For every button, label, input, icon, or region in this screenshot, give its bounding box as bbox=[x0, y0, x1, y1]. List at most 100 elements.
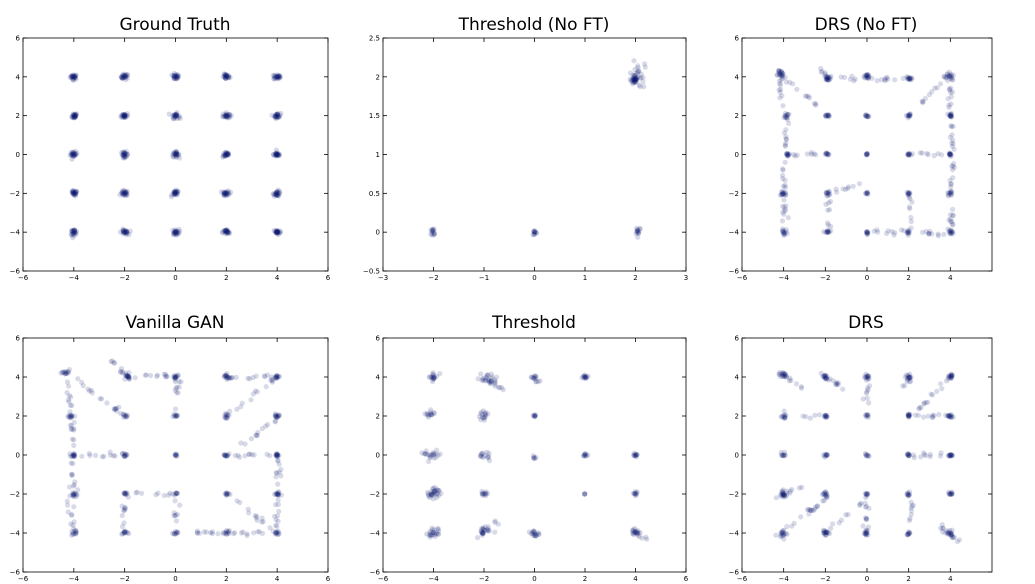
scatter-point bbox=[119, 74, 125, 80]
scatter-point bbox=[822, 71, 829, 77]
scatter-point bbox=[830, 521, 836, 527]
scatter-point bbox=[72, 452, 78, 458]
scatter-point bbox=[909, 75, 915, 81]
scatter-point bbox=[634, 489, 640, 495]
scatter-point bbox=[782, 371, 788, 377]
scatter-point bbox=[802, 93, 809, 99]
scatter-point bbox=[906, 190, 912, 197]
scatter-point bbox=[223, 72, 229, 78]
x-tick-label: 6 bbox=[326, 575, 331, 583]
scatter-point bbox=[828, 223, 834, 229]
scatter-point bbox=[174, 113, 180, 119]
scatter-point bbox=[71, 114, 78, 120]
scatter-point bbox=[948, 181, 954, 187]
scatter-point bbox=[226, 229, 232, 235]
scatter-point bbox=[779, 494, 786, 500]
scatter-point bbox=[906, 452, 913, 458]
scatter-point bbox=[780, 372, 786, 378]
scatter-point bbox=[794, 86, 800, 92]
scatter-point bbox=[69, 453, 75, 459]
scatter-point bbox=[827, 207, 833, 213]
scatter-point bbox=[862, 531, 869, 537]
scatter-point bbox=[865, 385, 871, 391]
scatter-point bbox=[225, 230, 231, 236]
scatter-point bbox=[74, 189, 80, 195]
scatter-point bbox=[782, 230, 788, 236]
scatter-point bbox=[274, 229, 280, 235]
scatter-point bbox=[948, 216, 954, 222]
scatter-point bbox=[483, 413, 489, 419]
scatter-point bbox=[429, 231, 435, 237]
scatter-point bbox=[784, 151, 790, 157]
scatter-point bbox=[825, 74, 831, 81]
panel-title: Threshold (No FT) bbox=[458, 15, 610, 35]
scatter-point bbox=[259, 515, 265, 521]
scatter-point bbox=[69, 74, 75, 80]
scatter-point bbox=[225, 74, 232, 80]
scatter-point bbox=[276, 191, 282, 197]
scatter-point bbox=[220, 152, 227, 158]
scatter-point bbox=[120, 192, 126, 198]
scatter-point bbox=[275, 491, 281, 497]
scatter-point bbox=[429, 491, 435, 497]
scatter-point bbox=[73, 490, 79, 497]
scatter-point bbox=[124, 490, 130, 496]
scatter-point bbox=[172, 512, 178, 518]
scatter-point bbox=[222, 228, 228, 234]
scatter-point bbox=[117, 229, 124, 235]
scatter-point bbox=[947, 228, 953, 234]
scatter-point bbox=[274, 453, 280, 459]
scatter-point bbox=[836, 520, 842, 526]
scatter-point bbox=[173, 75, 179, 81]
scatter-point bbox=[121, 490, 127, 497]
scatter-point bbox=[429, 378, 436, 385]
scatter-point bbox=[816, 412, 823, 418]
scatter-point bbox=[778, 491, 784, 497]
scatter-point bbox=[170, 491, 176, 497]
scatter-point bbox=[863, 516, 869, 523]
scatter-point bbox=[422, 411, 428, 417]
scatter-point bbox=[161, 492, 167, 499]
scatter-point bbox=[778, 449, 784, 456]
scatter-point bbox=[172, 498, 178, 504]
scatter-point bbox=[69, 114, 75, 120]
scatter-point bbox=[70, 72, 76, 79]
scatter-point bbox=[785, 152, 791, 158]
scatter-point bbox=[864, 529, 871, 535]
scatter-point bbox=[275, 481, 281, 487]
scatter-point bbox=[120, 111, 126, 117]
scatter-point bbox=[223, 112, 229, 118]
scatter-point bbox=[232, 530, 238, 536]
scatter-point bbox=[221, 452, 227, 458]
scatter-point bbox=[276, 74, 282, 80]
scatter-point bbox=[123, 228, 129, 234]
scatter-point bbox=[630, 76, 636, 83]
scatter-point bbox=[171, 510, 177, 516]
scatter-point bbox=[273, 530, 279, 536]
scatter-point bbox=[485, 528, 492, 534]
scatter-point bbox=[945, 111, 951, 117]
scatter-point bbox=[818, 65, 824, 72]
scatter-point bbox=[427, 454, 433, 460]
scatter-point bbox=[275, 501, 281, 508]
scatter-point bbox=[69, 228, 75, 234]
scatter-point bbox=[947, 231, 954, 237]
scatter-point bbox=[225, 412, 231, 418]
scatter-point bbox=[125, 151, 131, 157]
scatter-point bbox=[432, 484, 438, 490]
scatter-point bbox=[948, 412, 955, 418]
scatter-point bbox=[779, 529, 786, 535]
scatter-point bbox=[273, 517, 279, 523]
scatter-point bbox=[275, 114, 281, 120]
scatter-point bbox=[124, 190, 130, 196]
scatter-point bbox=[956, 537, 963, 543]
scatter-point bbox=[175, 373, 181, 379]
scatter-point bbox=[826, 151, 832, 158]
scatter-point bbox=[173, 148, 179, 154]
scatter-point bbox=[255, 529, 261, 535]
scatter-point bbox=[840, 386, 846, 392]
scatter-point bbox=[220, 111, 226, 117]
scatter-point bbox=[223, 410, 229, 416]
scatter-point bbox=[786, 152, 792, 158]
